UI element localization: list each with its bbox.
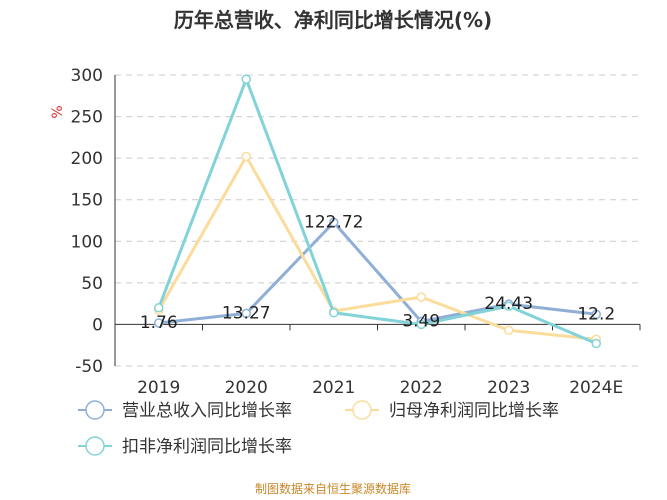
data-labels: 1.76 13.27 122.72 3.49 24.43 12.2: [140, 212, 615, 333]
series-3-point-2022: [416, 319, 426, 330]
series-line-2: [157, 154, 597, 341]
series-1-point-2020: [241, 308, 251, 319]
legend-label-1: 营业总收入同比增长率: [122, 401, 292, 421]
series-3: [154, 74, 601, 349]
series-3-point-2019: [154, 303, 164, 313]
series-1-point-2019: [154, 318, 164, 328]
source-note: 制图数据来自恒生聚源数据库: [255, 481, 411, 496]
x-tick-2023: 2023: [487, 378, 530, 398]
data-label-2020: 13.27: [222, 303, 271, 323]
y-tick-0: 0: [92, 315, 103, 335]
legend-label-2: 归母净利润同比增长率: [389, 401, 559, 421]
legend-item-3[interactable]: 扣非净利润同比增长率: [78, 436, 292, 457]
data-label-2019: 1.76: [140, 313, 178, 333]
y-tick-labels: 300 250 200 150 100 50 0 -50: [71, 66, 103, 377]
legend-item-2[interactable]: 归母净利润同比增长率: [345, 400, 559, 421]
y-tick-300: 300: [71, 66, 103, 86]
x-tick-2019: 2019: [137, 378, 180, 398]
legend-marker-1: [85, 400, 105, 420]
x-tick-labels: 2019 2020 2021 2022 2023 2024E: [137, 378, 623, 398]
series-3-point-2020: [241, 74, 251, 84]
y-tick-100: 100: [71, 232, 103, 252]
legend-marker-3: [85, 436, 105, 456]
data-label-2021: 122.72: [304, 212, 363, 232]
data-label-2023: 24.43: [484, 294, 533, 314]
x-tick-2021: 2021: [312, 378, 355, 398]
legend-label-3: 扣非净利润同比增长率: [122, 437, 292, 457]
series-2-point-2020: [241, 151, 251, 162]
y-tick-200: 200: [71, 149, 103, 169]
data-label-2022: 3.49: [402, 312, 440, 332]
series-line-3: [157, 77, 597, 345]
chart-title: 历年总营收、净利同比增长情况(%): [174, 8, 492, 32]
y-tick--50: -50: [75, 357, 103, 377]
data-label-2024E: 12.2: [577, 304, 615, 324]
series-line-1: [158, 220, 597, 325]
y-axis-unit: %: [50, 105, 66, 118]
series-3-point-2021: [329, 308, 339, 318]
series-group: [154, 74, 601, 349]
legend-item-1[interactable]: 营业总收入同比增长率: [78, 400, 292, 421]
x-tick-2024E: 2024E: [569, 378, 623, 398]
y-tick-50: 50: [81, 274, 103, 294]
legend-marker-2: [352, 400, 372, 420]
series-1-point-2021: [329, 217, 339, 228]
series-3-point-2024E: [591, 338, 601, 349]
series-2-point-2022: [416, 292, 426, 302]
x-tick-2020: 2020: [225, 378, 268, 398]
x-tick-2022: 2022: [400, 378, 443, 398]
series-2-point-2023: [504, 325, 514, 335]
series-3-point-2023: [504, 301, 514, 311]
y-tick-150: 150: [71, 191, 103, 211]
y-tick-250: 250: [71, 108, 103, 128]
series-1-point-2024E: [591, 309, 601, 320]
